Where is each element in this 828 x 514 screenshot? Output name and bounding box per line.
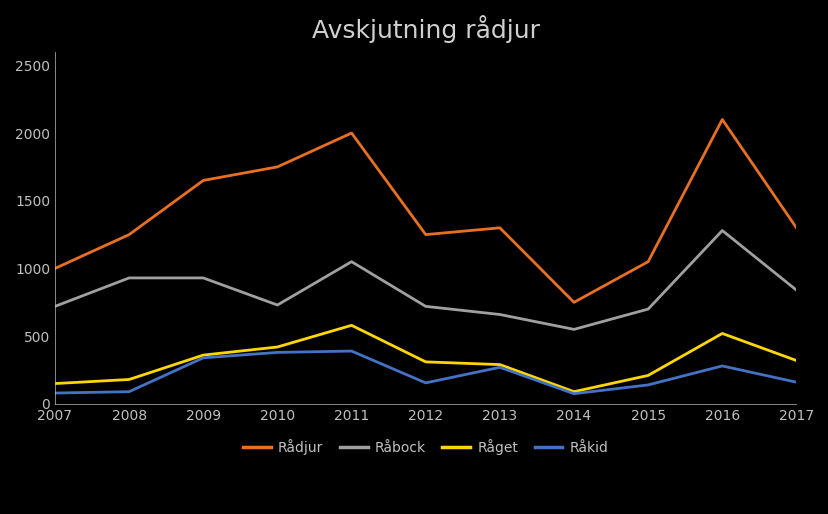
Legend: Rådjur, Råbock, Råget, Råkid: Rådjur, Råbock, Råget, Råkid: [238, 433, 613, 461]
Title: Avskjutning rådjur: Avskjutning rådjur: [311, 15, 539, 43]
